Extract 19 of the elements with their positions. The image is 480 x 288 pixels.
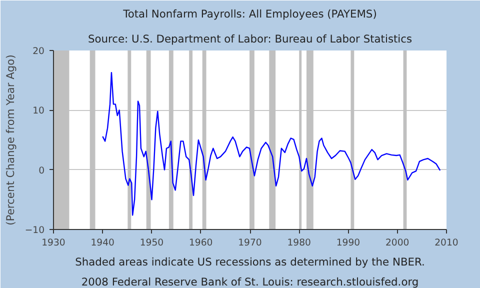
y-tick-label: 20 — [32, 46, 45, 57]
text: 2008 Federal Reserve Bank of St. Louis: research.stlouisfed.org — [81, 276, 419, 288]
x-tick-label: 1970 — [238, 238, 262, 248]
y-axis-title: (Percent Change from Year Ago) — [4, 54, 17, 226]
x-tick-label: 1980 — [287, 238, 312, 248]
chart-subtitle: Source: U.S. Department of Labor: Bureau of Labor Statistics — [88, 32, 412, 46]
y-tick-label: −10 — [24, 225, 45, 236]
x-tick-label: 2000 — [386, 238, 410, 248]
x-tick-label: 2010 — [434, 238, 458, 248]
x-tick-label: 1940 — [90, 238, 115, 248]
x-tick-label: 1930 — [42, 238, 66, 248]
y-tick-label: 0 — [38, 165, 45, 176]
text: Shaded areas indicate US recessions as determined by the NBER. — [75, 256, 425, 268]
x-tick-label: 1950 — [140, 238, 164, 248]
y-tick-label: 10 — [32, 106, 45, 117]
line-series — [102, 72, 441, 216]
x-tick-label: 1990 — [336, 238, 360, 248]
x-tick-label: 1960 — [189, 238, 213, 248]
chart-title: Total Nonfarm Payrolls: All Employees (PAYEMS) — [122, 8, 377, 20]
